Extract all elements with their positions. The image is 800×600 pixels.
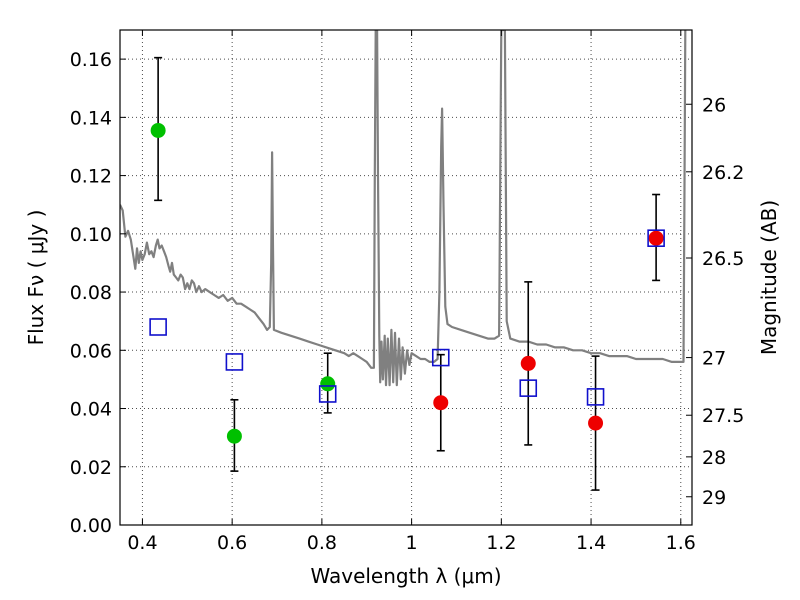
circle-point	[433, 395, 449, 411]
y-tick-label: 0.14	[70, 107, 112, 129]
x-tick-label: 0.6	[217, 532, 247, 554]
square-point	[431, 348, 450, 367]
y-axis-label: Flux Fν ( μJy )	[24, 210, 48, 346]
y2-tick-label: 29	[702, 487, 726, 509]
y2-tick-label: 27	[702, 348, 726, 370]
square-point	[647, 229, 665, 247]
x-tick-label: 1.4	[576, 532, 606, 554]
plot-frame	[119, 29, 693, 526]
y-tick-label: 0.04	[70, 399, 112, 421]
x-tick-label: 1	[406, 532, 418, 554]
y2-axis-label: Magnitude (AB)	[757, 200, 781, 355]
y-tick-label: 0.00	[70, 515, 112, 537]
y2-tick-label: 27.5	[702, 405, 744, 427]
y-tick-label: 0.06	[70, 340, 112, 362]
data-points	[149, 56, 665, 491]
x-tick-label: 0.4	[127, 532, 157, 554]
y-tick-label: 0.16	[70, 49, 112, 71]
y-tick-label: 0.02	[70, 457, 112, 479]
y2-tick-label: 26.5	[702, 248, 744, 270]
y-tick-label: 0.12	[70, 166, 112, 188]
circle-point	[520, 355, 536, 371]
y2-tick-label: 26.2	[702, 162, 744, 184]
axis-ticks: 0.4 0.6 0.8 1 1.2 1.4 1.6 0.00 0.02 0.04 0.06 0.08 0…	[70, 30, 744, 554]
square-point	[318, 385, 337, 403]
square-point	[586, 388, 605, 406]
y2-tick-label: 28	[702, 447, 726, 469]
y-tick-label: 0.08	[70, 282, 112, 304]
square-point	[225, 353, 244, 371]
square-point	[519, 379, 538, 397]
circle-point	[648, 230, 664, 246]
x-tick-label: 1.6	[666, 532, 696, 554]
y2-tick-label: 26	[702, 94, 726, 116]
circle-point	[226, 428, 242, 444]
x-tick-label: 1.2	[486, 532, 516, 554]
circle-point	[320, 376, 336, 392]
grid	[120, 30, 692, 526]
x-tick-label: 0.8	[307, 532, 337, 554]
x-axis-label: Wavelength λ (μm)	[310, 564, 501, 588]
square-point	[149, 318, 167, 336]
circle-point	[588, 415, 604, 431]
spectrum-line	[120, 30, 687, 387]
model-spectrum	[120, 30, 687, 387]
y-tick-label: 0.10	[70, 224, 112, 246]
circle-point	[150, 122, 166, 138]
